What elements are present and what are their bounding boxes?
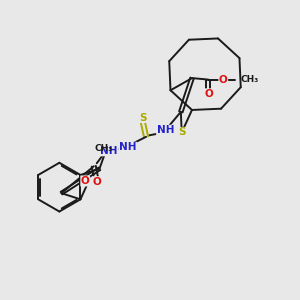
Text: O: O [81,176,90,186]
Text: O: O [219,75,228,85]
Text: S: S [178,128,185,137]
Text: CH₃: CH₃ [95,144,113,153]
Text: S: S [139,112,146,122]
Text: NH: NH [157,125,174,135]
Text: O: O [92,177,101,187]
Text: NH: NH [119,142,136,152]
Text: NH: NH [100,146,118,156]
Text: CH₃: CH₃ [240,75,258,84]
Text: O: O [204,89,213,99]
